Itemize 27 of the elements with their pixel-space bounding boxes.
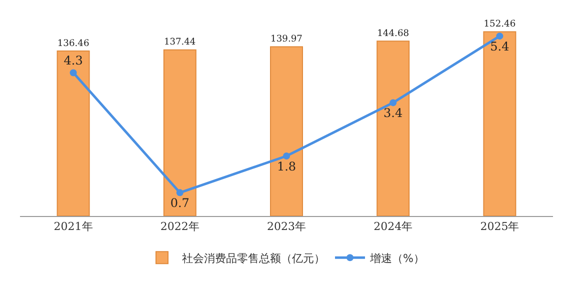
data-label: 0.7 — [170, 196, 190, 210]
data-label: 4.3 — [64, 53, 83, 68]
data-label: 152.46 — [484, 19, 516, 30]
data-label: 137.44 — [164, 38, 196, 48]
x-tick-label: 2025年 — [480, 220, 520, 234]
x-tick-label: 2023年 — [267, 220, 306, 234]
x-tick-label: 2022年 — [160, 220, 200, 234]
bar — [163, 49, 196, 216]
bar — [56, 50, 90, 216]
data-label: 1.8 — [276, 159, 296, 174]
bar — [483, 31, 516, 216]
data-label: 139.97 — [270, 34, 303, 45]
point — [390, 99, 397, 106]
legend-label: 增速（%） — [369, 252, 424, 265]
data-label: 3.4 — [384, 106, 403, 120]
x-tick-label: 2024年 — [374, 220, 413, 234]
point — [70, 69, 77, 76]
bar — [376, 40, 410, 216]
data-label: 5.4 — [490, 39, 510, 54]
x-tick-label: 2021年 — [54, 220, 93, 234]
point — [283, 152, 290, 160]
bar — [270, 46, 303, 216]
data-label: 136.46 — [57, 38, 90, 49]
legend-label: 社会消费品零售总额（亿元） — [182, 252, 325, 265]
data-label: 144.68 — [377, 28, 410, 39]
point — [176, 189, 184, 196]
point — [496, 32, 504, 40]
